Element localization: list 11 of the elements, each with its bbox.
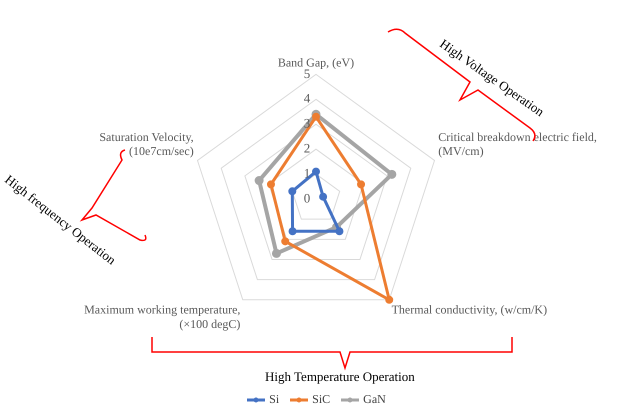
- spoke-label: Saturation Velocity, (10e7cm/sec): [99, 130, 194, 158]
- legend-label: SiC: [312, 392, 330, 406]
- legend-label: GaN: [363, 392, 386, 406]
- y-tick-label: 2: [304, 140, 310, 156]
- text: High Temperature Operation: [265, 369, 415, 385]
- spoke-label: Maximum working temperature, (×100 degC): [84, 302, 240, 331]
- legend-label: Si: [269, 392, 280, 406]
- y-tick-label: 4: [304, 90, 311, 106]
- y-tick-label: 1: [304, 166, 310, 180]
- y-tick-label: 0: [304, 190, 310, 206]
- spoke-label: Thermal conductivity, (w/cm/K): [392, 302, 548, 316]
